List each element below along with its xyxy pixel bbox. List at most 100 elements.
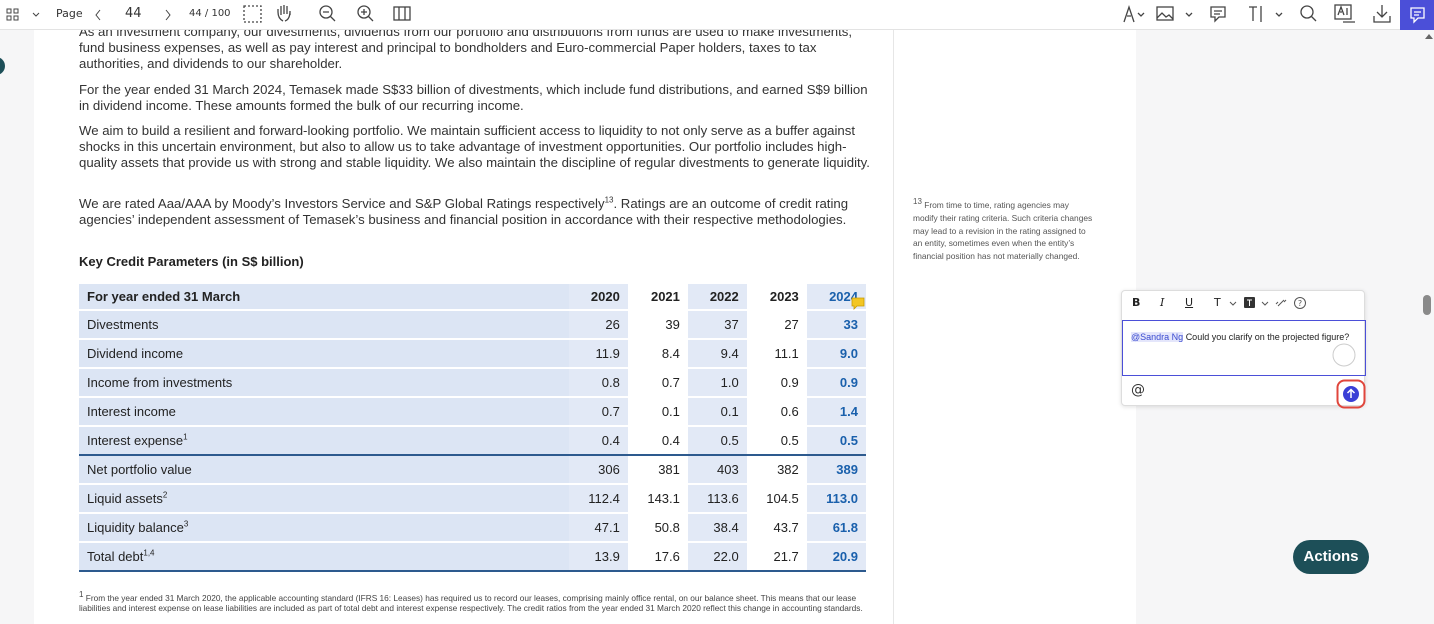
value-cell: 0.5 [687, 426, 747, 456]
actions-button[interactable]: Actions [1293, 540, 1369, 574]
value-cell: 0.6 [746, 397, 807, 427]
table-row: Total debt1,4 13.9 17.6 22.0 21.7 20.9 [79, 542, 866, 572]
row-label-cell: Total debt1,4 [79, 542, 569, 572]
row-label: Interest expense [87, 433, 184, 448]
value-cell: 0.4 [627, 426, 688, 456]
row-label-cell: Net portfolio value [79, 455, 569, 485]
row-label-cell: Liquidity balance3 [79, 513, 569, 543]
column-header: 2022 [687, 284, 747, 311]
text: From the year ended 31 March 2020, the a… [79, 593, 863, 613]
next-page[interactable] [160, 0, 176, 30]
row-label: Total debt [87, 549, 144, 564]
toolbar: Page 44 44 / 100 [0, 0, 1434, 30]
svg-text:?: ? [1298, 299, 1302, 308]
value-cell: 1.0 [687, 368, 747, 398]
margin-note: 13 From time to time, rating agencies ma… [913, 197, 1095, 263]
value-cell: 13.9 [569, 542, 628, 572]
row-note: 3 [183, 519, 189, 529]
value-cell: 33 [806, 310, 866, 340]
value-cell: 104.5 [746, 484, 807, 514]
value-cell: 9.4 [687, 339, 747, 369]
margin-divider [893, 30, 894, 624]
row-label: Divestments [87, 317, 159, 332]
bold-button[interactable]: B [1132, 296, 1141, 309]
value-cell: 27 [746, 310, 807, 340]
column-header: 2020 [569, 284, 628, 311]
page-label: Page [56, 7, 83, 20]
mention[interactable]: @Sandra Ng [1131, 332, 1184, 342]
value-cell: 26 [569, 310, 628, 340]
value-cell: 113.6 [687, 484, 747, 514]
row-note: 1 [183, 432, 188, 442]
row-label-cell: Interest expense1 [79, 426, 569, 456]
value-cell: 112.4 [569, 484, 628, 514]
column-header: For year ended 31 March [79, 284, 569, 311]
table-title: Key Credit Parameters (in S$ billion) [79, 254, 304, 269]
mention-button[interactable]: @ [1131, 382, 1145, 398]
row-label: Dividend income [87, 346, 184, 361]
value-cell: 0.5 [746, 426, 807, 456]
table-row: Income from investments 0.8 0.7 1.0 0.9 0.9 [79, 368, 866, 398]
value-cell: 21.7 [746, 542, 807, 572]
paragraph: We are rated Aaa/AAA by Moody’s Investor… [79, 196, 874, 228]
paragraph: We aim to build a resilient and forward-… [79, 123, 870, 170]
value-cell: 113.0 [806, 484, 866, 514]
view-tools[interactable] [240, 0, 420, 30]
send-button[interactable] [1336, 379, 1366, 409]
value-cell: 8.4 [627, 339, 688, 369]
value-cell: 17.6 [627, 542, 688, 572]
text: From time to time, rating agencies may m… [913, 200, 1093, 262]
thumbnails-button[interactable] [4, 0, 48, 30]
row-label-cell: Income from investments [79, 368, 569, 398]
table-row: Interest income 0.7 0.1 0.1 0.6 1.4 [79, 397, 866, 427]
page-number[interactable]: 44 [125, 6, 142, 21]
table-row: Liquid assets2 112.4 143.1 113.6 104.5 113.0 [79, 484, 866, 514]
text-size-button[interactable]: T [1214, 296, 1221, 309]
value-cell: 0.9 [806, 368, 866, 398]
tool-icons[interactable] [1120, 0, 1400, 30]
row-label-cell: Interest income [79, 397, 569, 427]
paragraph: As an investment company, our divestment… [79, 24, 853, 71]
value-cell: 20.9 [806, 542, 866, 572]
value-cell: 61.8 [806, 513, 866, 543]
value-cell: 0.4 [569, 426, 628, 456]
table-row: Interest expense1 0.4 0.4 0.5 0.5 0.5 [79, 426, 866, 456]
credit-table: For year ended 31 March 2020 2021 2022 2023 2… [79, 284, 866, 572]
row-note: 2 [162, 490, 168, 500]
table-row: Dividend income 11.9 8.4 9.4 11.1 9.0 [79, 339, 866, 369]
row-note: 1,4 [143, 548, 155, 558]
text: . Ratings are an outcome of credit ratin… [79, 196, 849, 227]
table-row: Liquidity balance3 47.1 50.8 38.4 43.7 61.8 [79, 513, 866, 543]
prev-page[interactable] [90, 0, 106, 30]
footnote-number: 13 [913, 197, 922, 207]
format-icons[interactable]: ? [1222, 295, 1342, 311]
footnote-number: 1 [79, 590, 84, 600]
italic-button[interactable]: I [1160, 296, 1165, 309]
scroll-up[interactable] [1424, 32, 1434, 40]
comment-marker[interactable] [851, 297, 865, 310]
comment-input[interactable]: @Sandra Ng Could you clarify on the proj… [1122, 320, 1366, 376]
scrollbar-thumb[interactable] [1422, 294, 1432, 316]
row-label-cell: Dividend income [79, 339, 569, 369]
row-label-cell: Liquid assets2 [79, 484, 569, 514]
table-row: Net portfolio value 306 381 403 382 389 [79, 455, 866, 485]
value-cell: 381 [627, 455, 688, 485]
value-cell: 0.5 [806, 426, 866, 456]
page-count: 44 / 100 [189, 8, 231, 19]
side-handle[interactable] [0, 56, 6, 76]
value-cell: 47.1 [569, 513, 628, 543]
value-cell: 306 [569, 455, 628, 485]
value-cell: 37 [687, 310, 747, 340]
row-label: Net portfolio value [87, 462, 192, 477]
underline-button[interactable]: U [1185, 296, 1194, 309]
row-label-cell: Divestments [79, 310, 569, 340]
value-cell: 11.9 [569, 339, 628, 369]
value-cell: 50.8 [627, 513, 688, 543]
footnote: 1 From the year ended 31 March 2020, the… [79, 590, 869, 613]
comments-button[interactable] [1400, 0, 1434, 30]
header-row: For year ended 31 March 2020 2021 2022 2023 2… [79, 284, 866, 311]
comment-box: B I U T ? @Sandra Ng Could you clarify o… [1121, 290, 1366, 409]
value-cell: 0.1 [687, 397, 747, 427]
